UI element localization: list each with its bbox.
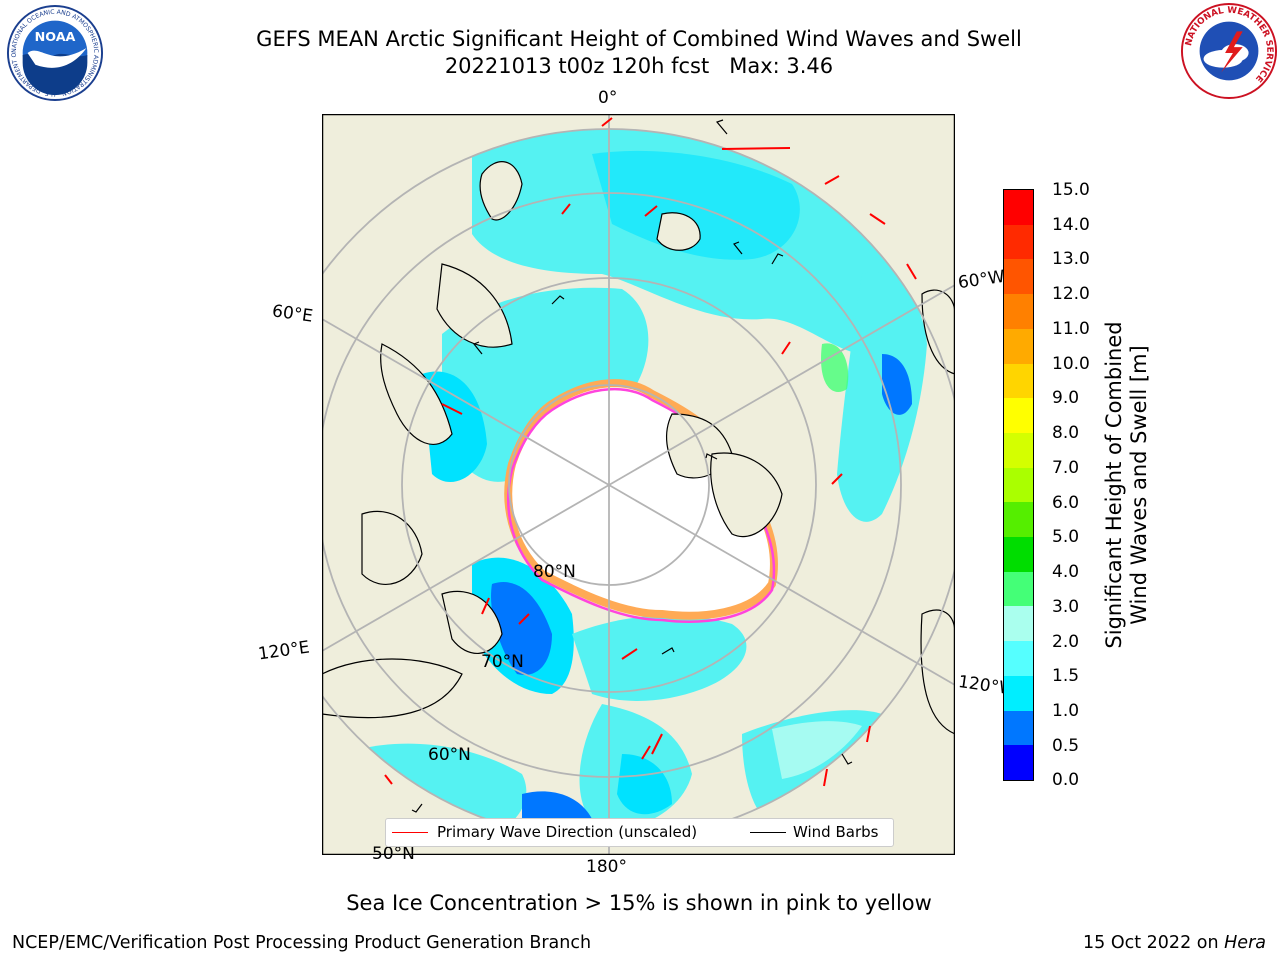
- legend-wind-barbs: Wind Barbs: [793, 823, 879, 841]
- colorbar-tick: 1.5: [1052, 666, 1080, 686]
- colorbar-tick: 0.5: [1052, 736, 1080, 756]
- sea-ice-caption: Sea Ice Concentration > 15% is shown in …: [346, 891, 932, 915]
- colorbar-tick: 2.0: [1052, 632, 1080, 652]
- footer-date: 15 Oct 2022 on Hera: [1083, 933, 1266, 953]
- footer-machine: Hera: [1224, 933, 1266, 953]
- colorbar-label-line1: Significant Height of Combined: [1102, 321, 1126, 649]
- map-frame: [322, 114, 955, 855]
- wind-barbs: [411, 119, 853, 813]
- lat-50-label: 50°N: [372, 844, 415, 864]
- lon-60w-label: 60°W: [956, 266, 1007, 294]
- map-legend: Primary Wave Direction (unscaled) Wind B…: [385, 818, 894, 847]
- lon-120e-label: 120°E: [256, 637, 311, 665]
- map-subtitle: 20221013 t00z 120h fcst Max: 3.46: [444, 54, 834, 78]
- nws-logo: NATIONAL WEATHER SERVICE: [1180, 2, 1278, 100]
- colorbar-label-line2: Wind Waves and Swell [m]: [1127, 345, 1151, 625]
- colorbar-tick: 15.0: [1052, 180, 1090, 200]
- legend-wave-direction: Primary Wave Direction (unscaled): [437, 823, 698, 841]
- colorbar-tick: 5.0: [1052, 527, 1080, 547]
- colorbar-tick: 3.0: [1052, 597, 1080, 617]
- footer-branch: NCEP/EMC/Verification Post Processing Pr…: [12, 933, 592, 953]
- lon-60e-label: 60°E: [270, 301, 315, 327]
- lat-60-label: 60°N: [428, 745, 471, 765]
- colorbar-tick: 12.0: [1052, 284, 1090, 304]
- arctic-map: [322, 114, 955, 855]
- colorbar-tick: 14.0: [1052, 215, 1090, 235]
- colorbar-tick: 6.0: [1052, 493, 1080, 513]
- noaa-logo: NATIONAL OCEANIC AND ATMOSPHERIC ADMINIS…: [6, 4, 104, 102]
- colorbar: [1003, 189, 1034, 781]
- colorbar-tick: 11.0: [1052, 319, 1090, 339]
- coastlines: [322, 161, 955, 735]
- colorbar-tick: 7.0: [1052, 458, 1080, 478]
- colorbar-tick: 8.0: [1052, 423, 1080, 443]
- lat-80-label: 80°N: [533, 562, 576, 582]
- colorbar-label: Significant Height of Combined Wind Wave…: [1102, 321, 1152, 648]
- colorbar-tick: 13.0: [1052, 249, 1090, 269]
- wave-direction-swatch: [392, 832, 428, 833]
- lon-0-label: 0°: [598, 88, 618, 108]
- colorbar-tick: 4.0: [1052, 562, 1080, 582]
- colorbar-tick: 10.0: [1052, 354, 1090, 374]
- wave-direction-arrows: [384, 117, 917, 787]
- colorbar-tick: 0.0: [1052, 770, 1080, 790]
- lon-180-label: 180°: [586, 857, 627, 877]
- wind-barb-swatch: [750, 832, 786, 833]
- colorbar-tick: 1.0: [1052, 701, 1080, 721]
- footer-date-text: 15 Oct 2022 on: [1083, 933, 1225, 953]
- map-title: GEFS MEAN Arctic Significant Height of C…: [256, 27, 1022, 51]
- noaa-logo-text: NOAA: [35, 30, 76, 45]
- lat-70-label: 70°N: [481, 652, 524, 672]
- colorbar-tick: 9.0: [1052, 388, 1080, 408]
